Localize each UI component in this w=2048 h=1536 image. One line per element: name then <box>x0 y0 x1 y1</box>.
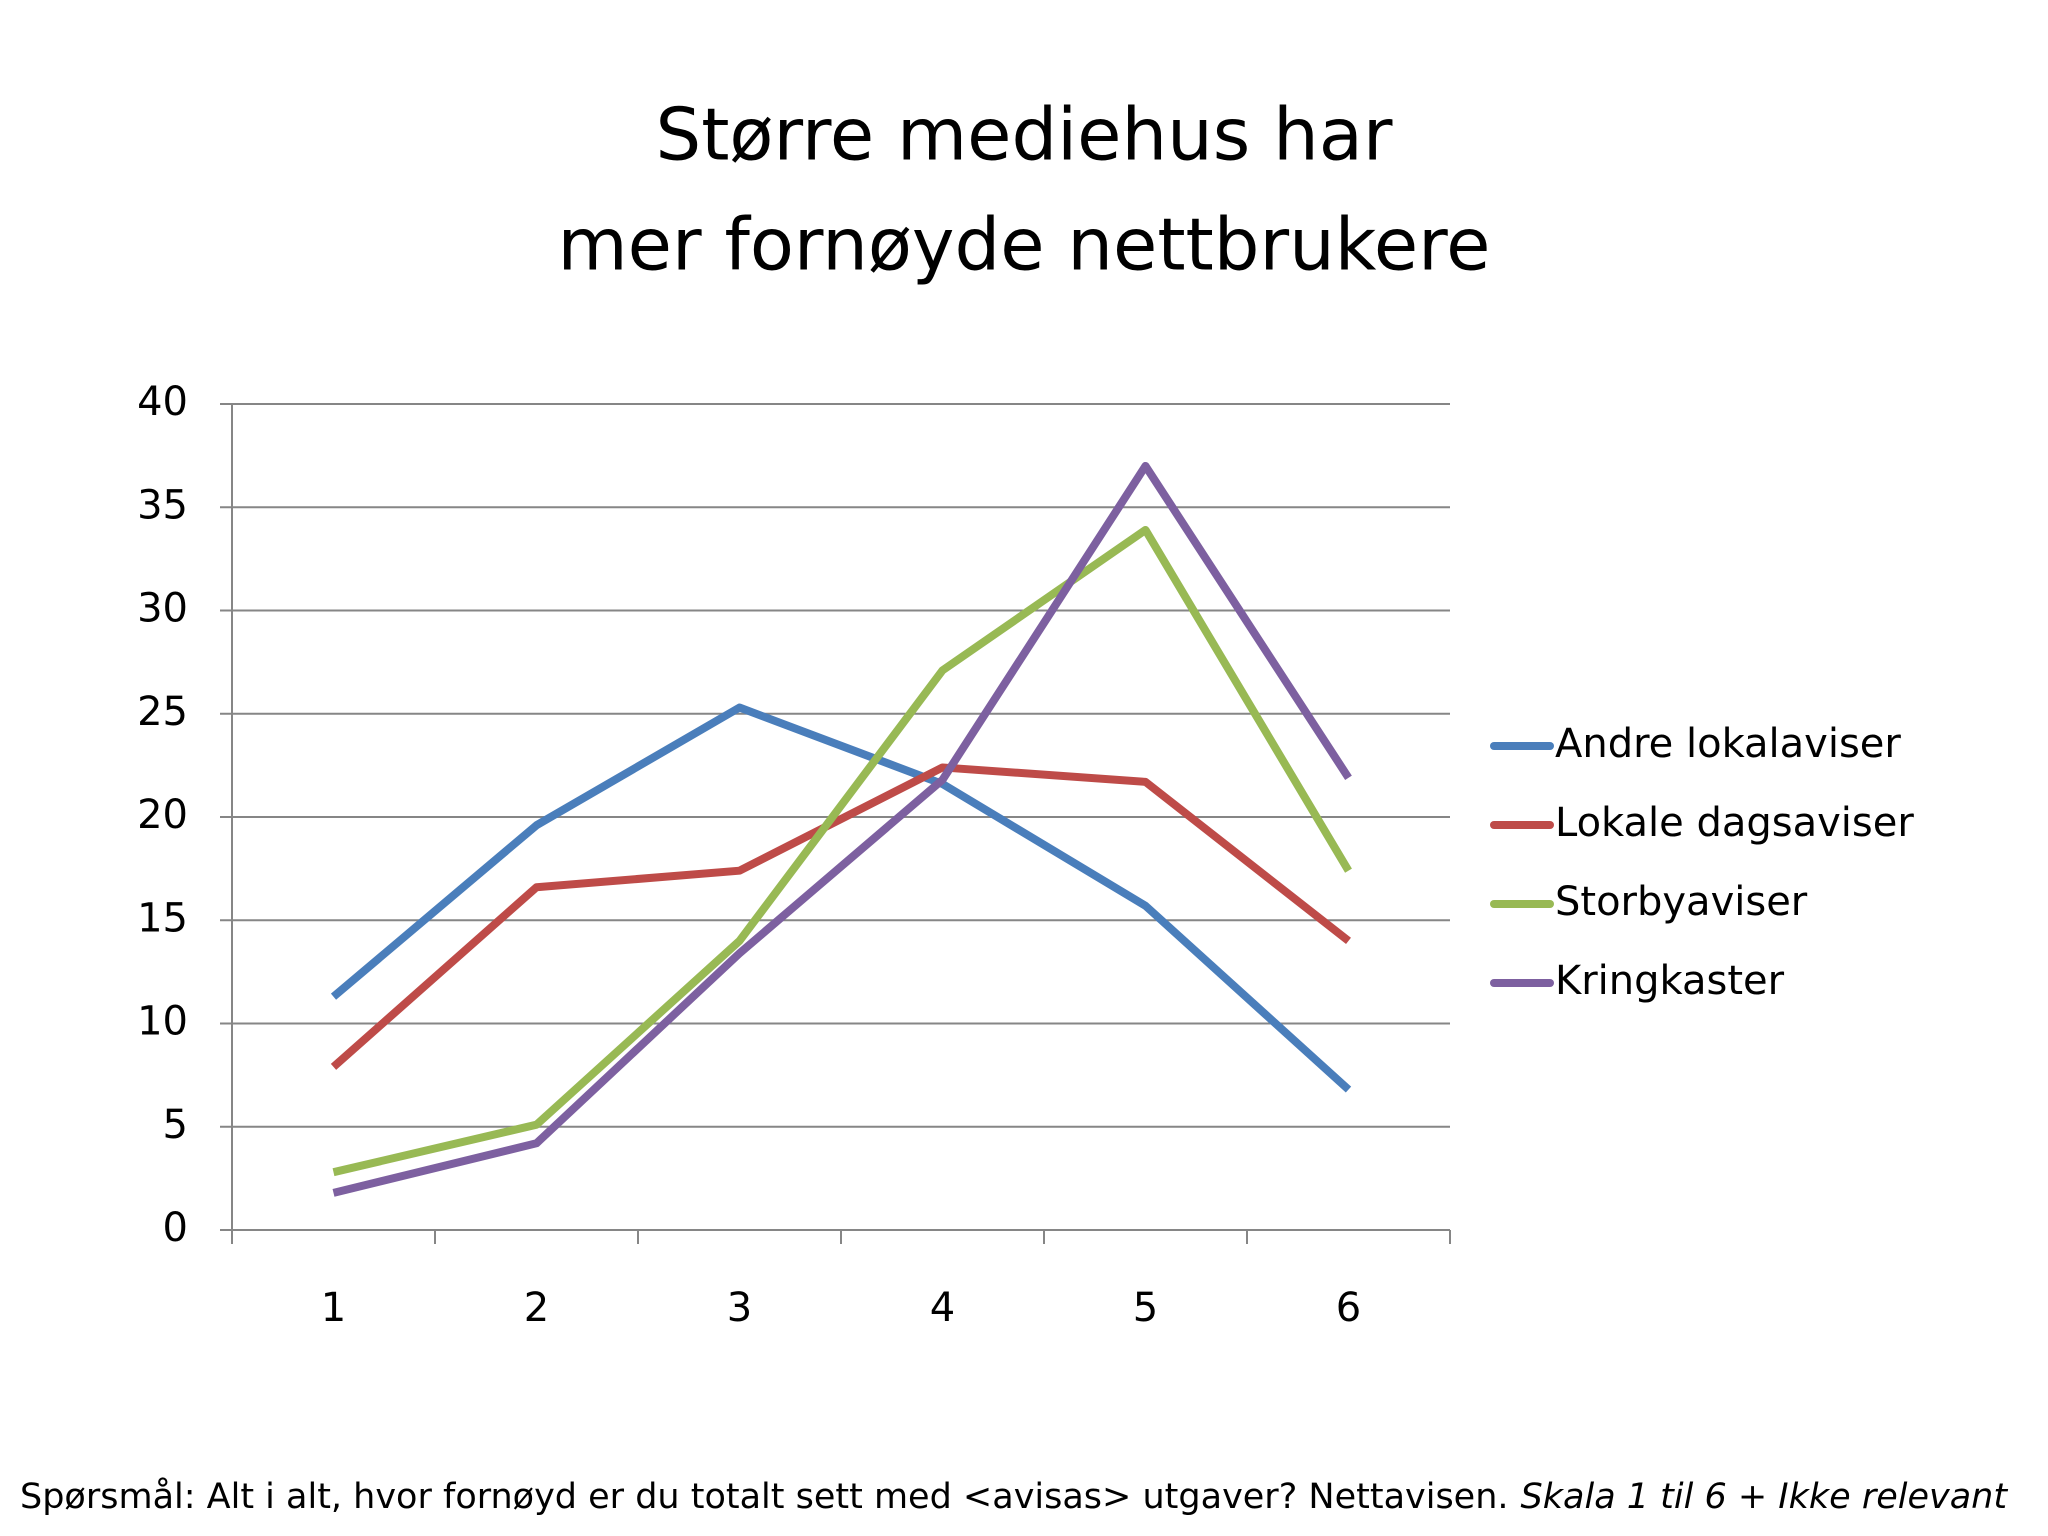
y-tick-label: 40 <box>137 379 188 425</box>
y-tick-label: 25 <box>137 689 188 735</box>
series-line <box>330 703 1352 1093</box>
legend-label: Lokale dagsaviser <box>1555 800 1914 846</box>
footnote: Spørsmål: Alt i alt, hvor fornøyd er du … <box>20 1476 2008 1517</box>
y-tick-label: 30 <box>137 586 188 632</box>
footnote-emphasis: Skala 1 til 6 + Ikke relevant <box>1521 1477 2009 1517</box>
legend-label: Storbyaviser <box>1555 879 1808 925</box>
y-tick-label: 35 <box>137 482 188 528</box>
legend-label: Andre lokalaviser <box>1555 721 1901 767</box>
x-tick-label: 5 <box>1133 1285 1158 1331</box>
y-tick-label: 20 <box>137 792 188 838</box>
series-line <box>332 461 1352 1197</box>
footnote-text: Spørsmål: Alt i alt, hvor fornøyd er du … <box>20 1476 1509 1517</box>
x-tick-label: 3 <box>727 1285 752 1331</box>
x-tick-label: 4 <box>930 1285 955 1331</box>
chart-title: Større mediehus har <box>656 93 1393 177</box>
y-tick-label: 15 <box>137 895 188 941</box>
y-tick-label: 5 <box>163 1102 188 1148</box>
x-tick-label: 2 <box>524 1285 549 1331</box>
legend-label: Kringkaster <box>1555 958 1785 1004</box>
chart-title: mer fornøyde nettbrukere <box>558 203 1491 287</box>
series-line <box>330 763 1351 1070</box>
y-tick-label: 0 <box>163 1205 188 1251</box>
series-line <box>332 525 1352 1177</box>
x-tick-label: 6 <box>1336 1285 1361 1331</box>
y-tick-label: 10 <box>137 999 188 1045</box>
x-tick-label: 1 <box>321 1285 346 1331</box>
